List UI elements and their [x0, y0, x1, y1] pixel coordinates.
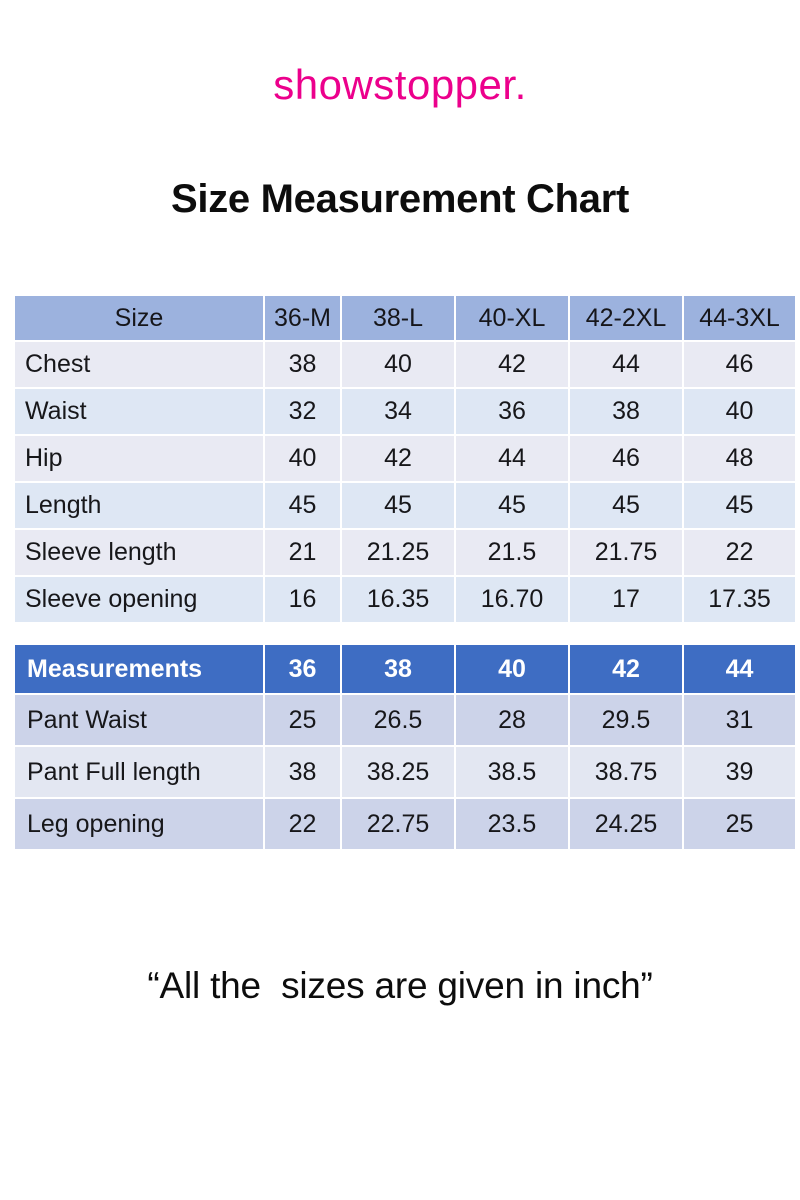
cell-value: 22 — [684, 530, 795, 575]
cell-value: 45 — [570, 483, 682, 528]
upper-body-size-table: Size 36-M 38-L 40-XL 42-2XL 44-3XL Chest… — [13, 294, 797, 624]
column-header-42: 42 — [570, 645, 682, 693]
cell-value: 42 — [342, 436, 454, 481]
table-row: Waist 32 34 36 38 40 — [15, 389, 795, 434]
cell-value: 16.70 — [456, 577, 568, 622]
table-header-row: Measurements 36 38 40 42 44 — [15, 645, 795, 693]
cell-value: 38 — [265, 342, 340, 387]
cell-value: 28 — [456, 695, 568, 745]
row-label: Chest — [15, 342, 263, 387]
cell-value: 45 — [684, 483, 795, 528]
table-row: Length 45 45 45 45 45 — [15, 483, 795, 528]
column-header-40-xl: 40-XL — [456, 296, 568, 340]
row-label: Leg opening — [15, 799, 263, 849]
cell-value: 31 — [684, 695, 795, 745]
cell-value: 39 — [684, 747, 795, 797]
table-header-row: Size 36-M 38-L 40-XL 42-2XL 44-3XL — [15, 296, 795, 340]
row-label: Hip — [15, 436, 263, 481]
cell-value: 22.75 — [342, 799, 454, 849]
cell-value: 44 — [570, 342, 682, 387]
cell-value: 29.5 — [570, 695, 682, 745]
table-row: Pant Waist 25 26.5 28 29.5 31 — [15, 695, 795, 745]
column-header-42-2xl: 42-2XL — [570, 296, 682, 340]
cell-value: 16 — [265, 577, 340, 622]
cell-value: 46 — [684, 342, 795, 387]
table-row: Chest 38 40 42 44 46 — [15, 342, 795, 387]
cell-value: 24.25 — [570, 799, 682, 849]
cell-value: 40 — [342, 342, 454, 387]
column-header-38-l: 38-L — [342, 296, 454, 340]
cell-value: 17 — [570, 577, 682, 622]
column-header-measurements: Measurements — [15, 645, 263, 693]
cell-value: 38 — [570, 389, 682, 434]
row-label: Sleeve length — [15, 530, 263, 575]
cell-value: 21 — [265, 530, 340, 575]
cell-value: 40 — [265, 436, 340, 481]
row-label: Pant Waist — [15, 695, 263, 745]
cell-value: 21.25 — [342, 530, 454, 575]
cell-value: 21.5 — [456, 530, 568, 575]
cell-value: 34 — [342, 389, 454, 434]
page-title: Size Measurement Chart — [171, 176, 629, 221]
cell-value: 36 — [456, 389, 568, 434]
row-label: Waist — [15, 389, 263, 434]
column-header-36: 36 — [265, 645, 340, 693]
table-row: Sleeve length 21 21.25 21.5 21.75 22 — [15, 530, 795, 575]
column-header-40: 40 — [456, 645, 568, 693]
cell-value: 45 — [456, 483, 568, 528]
cell-value: 46 — [570, 436, 682, 481]
cell-value: 38.75 — [570, 747, 682, 797]
cell-value: 17.35 — [684, 577, 795, 622]
row-label: Pant Full length — [15, 747, 263, 797]
column-header-36-m: 36-M — [265, 296, 340, 340]
cell-value: 16.35 — [342, 577, 454, 622]
lower-body-size-table-wrapper: Measurements 36 38 40 42 44 Pant Waist 2… — [13, 643, 795, 851]
cell-value: 22 — [265, 799, 340, 849]
row-label: Sleeve opening — [15, 577, 263, 622]
cell-value: 38 — [265, 747, 340, 797]
cell-value: 23.5 — [456, 799, 568, 849]
table-row: Leg opening 22 22.75 23.5 24.25 25 — [15, 799, 795, 849]
upper-body-size-table-wrapper: Size 36-M 38-L 40-XL 42-2XL 44-3XL Chest… — [13, 294, 795, 624]
cell-value: 45 — [265, 483, 340, 528]
cell-value: 42 — [456, 342, 568, 387]
cell-value: 26.5 — [342, 695, 454, 745]
cell-value: 25 — [684, 799, 795, 849]
cell-value: 45 — [342, 483, 454, 528]
cell-value: 38.5 — [456, 747, 568, 797]
column-header-44-3xl: 44-3XL — [684, 296, 795, 340]
cell-value: 40 — [684, 389, 795, 434]
unit-note: “All the sizes are given in inch” — [147, 965, 653, 1006]
cell-value: 38.25 — [342, 747, 454, 797]
table-row: Hip 40 42 44 46 48 — [15, 436, 795, 481]
table-row: Sleeve opening 16 16.35 16.70 17 17.35 — [15, 577, 795, 622]
row-label: Length — [15, 483, 263, 528]
brand-logo: showstopper. — [273, 61, 527, 108]
table-row: Pant Full length 38 38.25 38.5 38.75 39 — [15, 747, 795, 797]
cell-value: 32 — [265, 389, 340, 434]
column-header-44: 44 — [684, 645, 795, 693]
cell-value: 44 — [456, 436, 568, 481]
cell-value: 21.75 — [570, 530, 682, 575]
column-header-size: Size — [15, 296, 263, 340]
cell-value: 48 — [684, 436, 795, 481]
lower-body-size-table: Measurements 36 38 40 42 44 Pant Waist 2… — [13, 643, 797, 851]
column-header-38: 38 — [342, 645, 454, 693]
cell-value: 25 — [265, 695, 340, 745]
